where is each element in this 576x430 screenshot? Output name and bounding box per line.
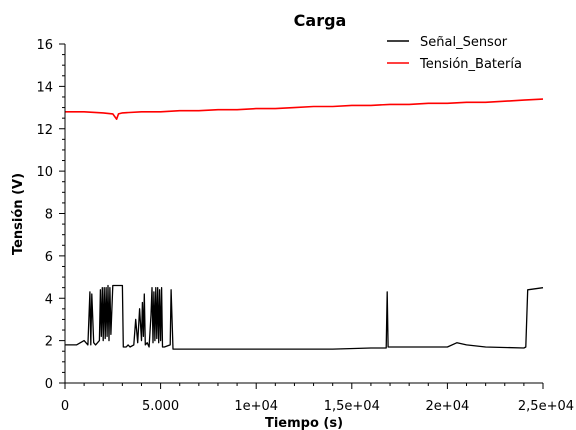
y-tick-label: 8 xyxy=(45,208,53,223)
legend-label: Señal_Sensor xyxy=(420,35,508,50)
y-tick-label: 4 xyxy=(45,292,53,307)
y-tick-label: 14 xyxy=(36,80,53,95)
series-line-tension-bateria xyxy=(65,99,543,119)
y-tick-label: 0 xyxy=(45,377,53,392)
y-tick-label: 6 xyxy=(45,250,53,265)
x-tick-label: 2e+04 xyxy=(426,399,470,414)
x-tick-label: 5.000 xyxy=(142,399,179,414)
x-tick-label: 0 xyxy=(61,399,69,414)
legend-label: Tensión_Batería xyxy=(419,57,522,72)
y-tick-label: 10 xyxy=(36,165,53,180)
legend: Señal_Sensor Tensión_Batería xyxy=(387,35,522,72)
x-tick-label: 1e+04 xyxy=(234,399,278,414)
y-tick-label: 2 xyxy=(45,335,53,350)
y-tick-label: 16 xyxy=(36,38,53,53)
x-tick-label: 1,5e+04 xyxy=(324,399,380,414)
chart-title: Carga xyxy=(294,11,347,30)
x-tick-label: 2,5e+04 xyxy=(518,399,574,414)
y-tick-label: 12 xyxy=(36,123,53,138)
y-axis-label: Tensión (V) xyxy=(11,173,26,255)
plot-area xyxy=(65,99,543,349)
x-axis-label: Tiempo (s) xyxy=(265,416,343,430)
axes: 0 2 4 6 8 10 12 14 16 0 5.000 1e+04 1,5e+04 2e+04 2,5e… xyxy=(36,38,574,414)
series-line-senal-sensor xyxy=(65,286,543,350)
